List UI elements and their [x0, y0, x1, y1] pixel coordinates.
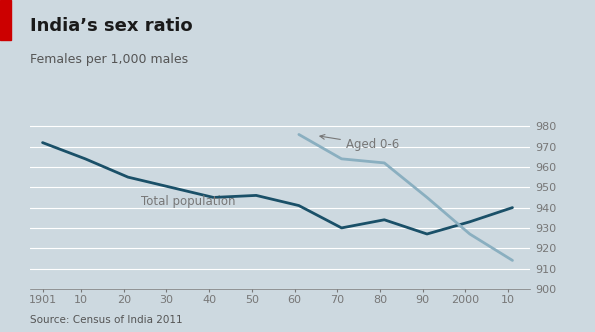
Text: Source: Census of India 2011: Source: Census of India 2011	[30, 315, 183, 325]
Text: India’s sex ratio: India’s sex ratio	[30, 17, 192, 35]
Text: Females per 1,000 males: Females per 1,000 males	[30, 53, 188, 66]
Text: Total population: Total population	[141, 195, 235, 208]
Text: Aged 0-6: Aged 0-6	[320, 134, 399, 151]
